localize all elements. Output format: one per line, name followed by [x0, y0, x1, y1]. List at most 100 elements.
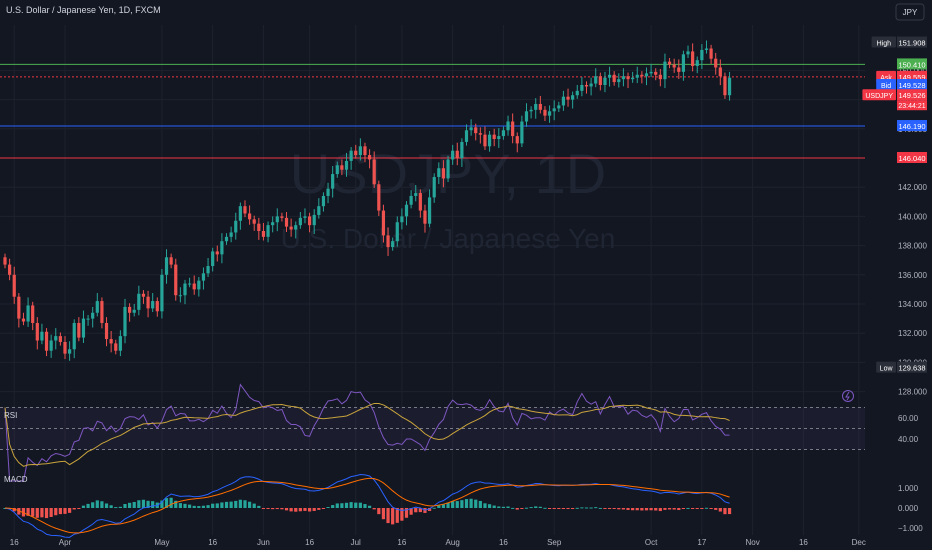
candle-body: [395, 222, 399, 242]
macd-histogram-bar: [91, 502, 95, 508]
macd-histogram-bar: [667, 508, 672, 510]
candle-body: [317, 206, 321, 215]
candle-body: [91, 312, 95, 319]
macd-histogram-bar: [626, 508, 630, 510]
candle-body: [667, 61, 672, 65]
candle-body: [607, 74, 612, 78]
macd-histogram-bar: [497, 506, 501, 508]
macd-histogram-bar: [234, 500, 238, 508]
macd-histogram-bar: [700, 508, 704, 509]
price-labels: High 151.908 150.410 Ask 149.559 Bid 149.528 US…: [862, 36, 927, 373]
macd-histogram-bar: [95, 500, 99, 508]
macd-histogram-bar: [54, 508, 58, 516]
candle-body: [289, 226, 293, 230]
candle-body: [464, 130, 469, 142]
macd-histogram-bar: [631, 508, 635, 511]
candle-body: [252, 219, 256, 224]
candle-body: [68, 349, 72, 354]
macd-histogram-bar: [201, 505, 206, 508]
candle-body: [294, 225, 298, 230]
macd-histogram-bar: [589, 507, 593, 509]
price-value-box: [897, 152, 927, 163]
candle-body: [714, 58, 718, 68]
candle-body: [691, 51, 695, 67]
macd-histogram-bar: [520, 508, 524, 509]
macd-histogram-bar: [538, 506, 542, 508]
candle-body: [686, 51, 690, 55]
candle-body: [497, 136, 501, 140]
macd-histogram-bar: [321, 508, 326, 509]
candle-body: [178, 295, 182, 297]
candle-body: [644, 73, 649, 77]
candle-body: [21, 318, 26, 322]
time-axis[interactable]: 16 Apr May 16 Jun 16 Jul 16 Aug 16 Sep Oct 17 Nov 16 De…: [10, 538, 866, 547]
candle-body: [271, 222, 275, 226]
macd-histogram-bar: [35, 508, 39, 518]
candle-body: [137, 293, 141, 310]
macd-histogram-bar: [206, 505, 210, 508]
candle-body: [86, 318, 90, 320]
macd-histogram-bar: [49, 508, 53, 517]
macd-histogram-bar: [275, 508, 279, 510]
candle-body: [427, 197, 432, 224]
candle-body: [26, 305, 30, 322]
price-value-label: 129.638: [898, 364, 925, 373]
candle-body: [594, 76, 598, 84]
macd-histogram-bar: [487, 504, 492, 508]
candle-body: [552, 108, 556, 112]
candle-body: [520, 121, 524, 144]
macd-histogram-bar: [141, 499, 146, 508]
candle-body: [649, 71, 653, 74]
macd-histogram-bar: [266, 508, 270, 509]
candle-body: [460, 141, 464, 158]
macd-histogram-bar: [169, 497, 173, 508]
candle-body: [275, 216, 279, 223]
macd-histogram-bar: [211, 503, 215, 508]
candle-body: [515, 136, 519, 144]
candlestick-series: [3, 40, 732, 361]
candle-body: [534, 103, 538, 110]
macd-histogram-bar: [511, 507, 515, 509]
candle-body: [44, 331, 49, 351]
macd-histogram-bar: [584, 507, 589, 509]
candle-body: [640, 74, 644, 77]
candle-body: [284, 217, 289, 227]
candle-body: [391, 241, 395, 248]
macd-histogram-bar: [132, 501, 136, 508]
candle-body: [81, 318, 86, 338]
price-value-label: 151.908: [898, 39, 925, 48]
candle-body: [681, 54, 686, 72]
candle-body: [77, 322, 81, 338]
macd-histogram-bar: [298, 508, 302, 512]
price-tag-box: [871, 36, 896, 48]
currency-button[interactable]: [895, 3, 925, 21]
candle-body: [238, 206, 242, 221]
candle-body: [31, 305, 35, 323]
candle-body: [511, 121, 515, 137]
macd-histogram-bar: [26, 508, 30, 516]
price-value-label: 149.559: [898, 73, 925, 82]
candle-body: [141, 293, 146, 297]
countdown-box: [897, 100, 927, 111]
macd-histogram-bar: [354, 502, 358, 508]
lightning-icon[interactable]: [842, 390, 854, 402]
macd-histogram-bar: [137, 500, 141, 508]
candle-body: [349, 150, 353, 161]
candle-body: [155, 301, 159, 312]
macd-histogram-bar: [44, 508, 49, 519]
candle-body: [617, 79, 621, 83]
price-tick-label: 142.000: [898, 183, 927, 192]
macd-histogram-bar: [672, 508, 676, 510]
candle-body: [598, 76, 602, 85]
candle-body: [160, 274, 164, 312]
price-value-label: 149.526: [898, 91, 925, 100]
candle-body: [206, 266, 210, 274]
candle-body: [474, 127, 478, 134]
macd-histogram-bar: [220, 502, 224, 508]
candle-body: [243, 206, 247, 214]
price-tag-box: [862, 89, 896, 101]
time-tick-label: Dec: [852, 538, 866, 547]
candle-body: [40, 331, 44, 341]
macd-histogram-bar: [414, 508, 418, 513]
